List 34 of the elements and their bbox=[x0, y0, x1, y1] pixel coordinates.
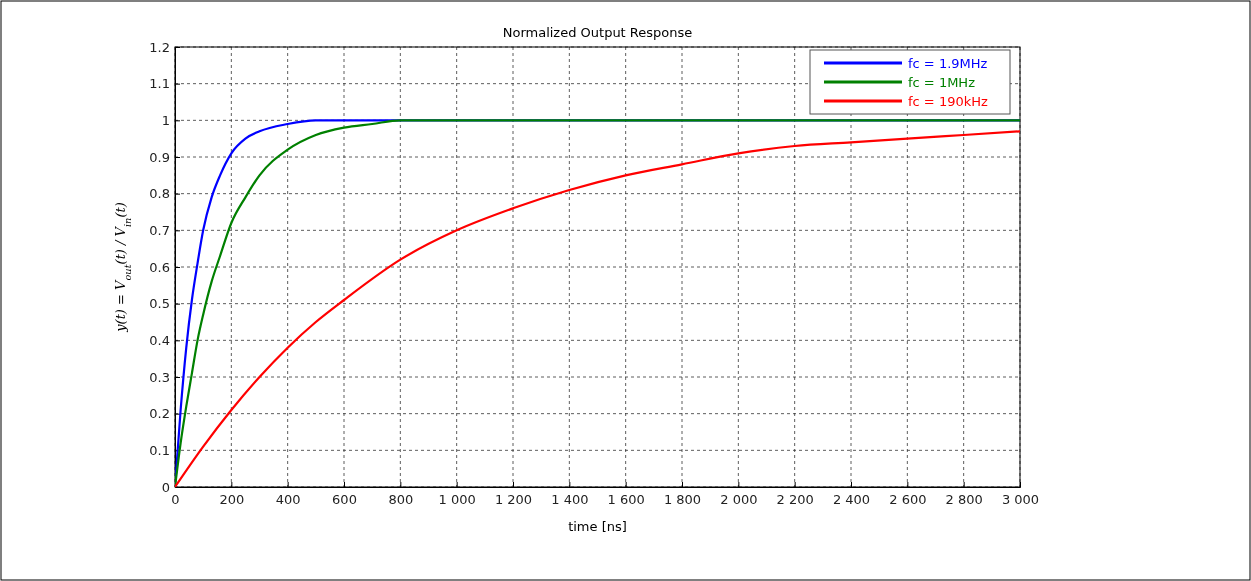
y-tick-label: 0.9 bbox=[149, 149, 170, 165]
x-tick-label: 1 800 bbox=[663, 492, 702, 508]
x-tick-label: 1 400 bbox=[551, 492, 589, 508]
y-tick-label: 0.4 bbox=[149, 332, 170, 348]
x-tick-label: 2 800 bbox=[945, 492, 983, 508]
x-tick-label: 2 000 bbox=[720, 492, 758, 508]
chart-title: Normalized Output Response bbox=[502, 25, 693, 40]
x-tick-label: 800 bbox=[388, 492, 414, 508]
y-tick-label: 0.7 bbox=[149, 222, 170, 238]
x-tick-label: 200 bbox=[219, 492, 245, 508]
y-tick-label: 0.2 bbox=[149, 406, 170, 422]
y-tick-label: 0.8 bbox=[149, 186, 170, 202]
x-tick-label: 2 600 bbox=[889, 492, 927, 508]
y-tick-label: 0 bbox=[161, 479, 170, 495]
series-label: fc = 190kHz bbox=[908, 93, 988, 109]
x-tick-label: 1 000 bbox=[438, 492, 476, 508]
y-tick-label: 0.6 bbox=[149, 259, 170, 275]
x-tick-label: 400 bbox=[275, 492, 301, 508]
x-tick-label: 1 600 bbox=[607, 492, 645, 508]
y-tick-label: 1.1 bbox=[149, 76, 170, 92]
x-axis-title: time [ns] bbox=[568, 519, 627, 534]
x-tick-label: 0 bbox=[171, 492, 180, 508]
y-tick-label: 0.5 bbox=[149, 296, 170, 312]
text: fc = 1.9MHz bbox=[908, 55, 988, 71]
y-tick-label: 1 bbox=[161, 112, 170, 128]
y-tick-label: 1.2 bbox=[149, 39, 170, 55]
x-tick-label: 1 200 bbox=[494, 492, 533, 508]
x-tick-label: 600 bbox=[332, 492, 357, 508]
x-tick-label: 2 200 bbox=[776, 492, 814, 508]
x-tick-label: 2 400 bbox=[832, 492, 871, 508]
y-tick-label: 0.3 bbox=[149, 369, 170, 385]
text: fc = 1MHz bbox=[908, 74, 976, 90]
x-tick-label: 3 000 bbox=[1001, 492, 1040, 508]
y-tick-label: 0.1 bbox=[149, 442, 170, 458]
